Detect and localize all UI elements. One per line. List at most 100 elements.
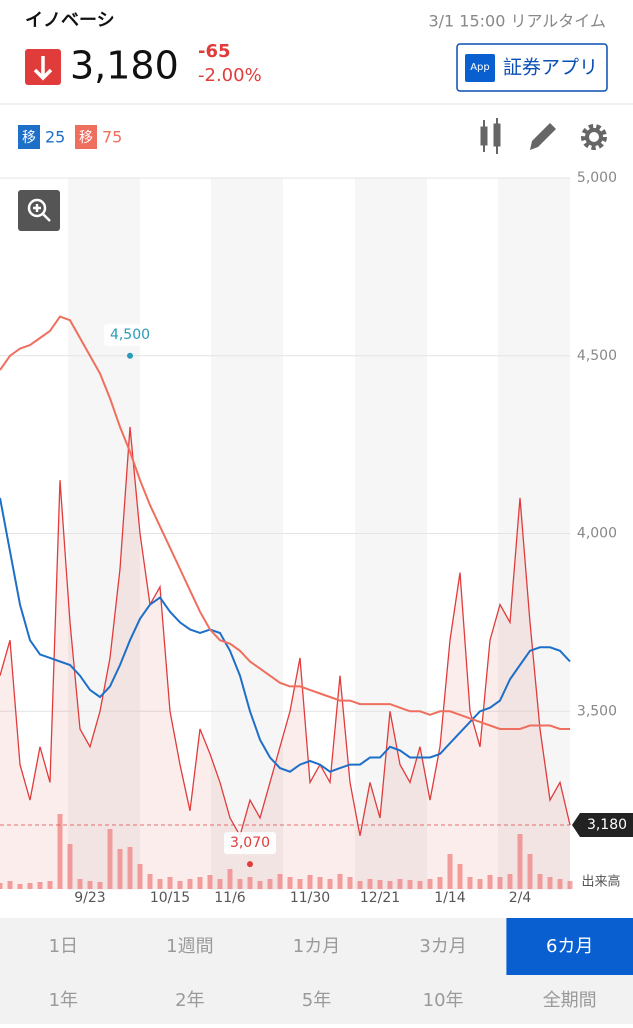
tab-label[interactable]: 1年 [49,990,78,1011]
tab-label[interactable]: 10年 [423,990,464,1011]
annotation-label: 3,070 [230,835,270,851]
volume-bar [27,883,33,889]
annotation-box [224,832,276,855]
tab[interactable] [253,975,381,1024]
gear-icon[interactable] [585,128,603,146]
volume-bar [337,874,343,889]
volume-bar [127,847,133,889]
volume-bar [407,880,413,889]
price-line [0,426,571,838]
legend-badge [18,125,40,149]
volume-bar [397,879,403,889]
tab-label[interactable]: 5年 [302,990,331,1011]
x-tick-label: 2/4 [509,890,532,906]
x-tick-label: 11/6 [214,890,246,906]
volume-bar [0,883,3,889]
volume-bar [77,879,83,889]
y-tick-label: 3,500 [577,703,617,719]
volume-bar [197,877,203,889]
volume-bar [7,881,13,889]
tab-label[interactable]: 1週間 [166,936,213,957]
volume-label: 出来高 [581,874,620,890]
annotation-dot [247,861,253,868]
volume-bar [47,881,53,889]
legend-label: 75 [102,128,122,147]
volume-bar [97,882,103,889]
volume-bar [307,875,313,889]
volume-bar [257,881,263,889]
tab[interactable] [379,918,507,975]
app-button-label[interactable]: 証券アプリ [503,57,598,79]
tab[interactable] [506,918,633,975]
volume-bar [497,877,503,889]
tab-label[interactable]: 全期間 [543,990,597,1011]
volume-bar [367,879,373,889]
volume-bar [327,879,333,889]
zoom-frame[interactable] [18,190,60,231]
zoom-icon [33,204,51,222]
volume-bar [377,880,383,889]
volume-bar [547,877,553,889]
volume-bar [227,869,233,889]
moving-average-line [0,497,571,773]
volume-bar [207,875,213,889]
tab[interactable] [253,918,381,975]
volume-bar [117,849,123,889]
y-tick-label: 4,000 [577,526,617,542]
y-tick-label: 4,500 [577,348,617,364]
annotation-label: 4,500 [110,327,150,343]
app-icon-label: App [470,62,490,73]
volume-bar [477,879,483,889]
tab-label[interactable]: 2年 [175,990,204,1011]
current-price-label: 3,180 [587,817,627,833]
volume-bar [427,879,433,889]
zoom-button[interactable] [18,190,60,231]
tab-label[interactable]: 6カ月 [546,936,593,957]
tab[interactable] [126,918,254,975]
volume-bar [17,884,23,889]
x-tick-label: 9/23 [74,890,105,906]
price: 3,180 [70,44,179,88]
pencil-icon[interactable] [530,123,556,150]
volume-bar [217,879,223,889]
volume-bar [527,854,533,889]
volume-bar [107,829,113,889]
tab[interactable] [506,975,633,1024]
tab-label[interactable]: 1日 [49,936,78,957]
tab[interactable] [0,975,128,1024]
down-arrow [33,56,53,81]
tab[interactable] [379,975,507,1024]
volume-bar [487,875,493,889]
volume-bar [37,882,43,889]
chart-tools[interactable] [480,118,607,154]
change-pct: -2.00% [198,65,262,86]
volume-bar [237,879,243,889]
current-price-tag [572,813,633,838]
legend-badge-text: 移 [22,130,36,146]
volume-bar [317,877,323,889]
volume-bar [557,879,563,889]
app-icon [465,54,495,82]
x-tick-label: 10/15 [150,890,190,906]
tab[interactable] [0,918,128,975]
annotation-dot [127,352,133,359]
volume-bar [67,844,73,889]
tab-label[interactable]: 3カ月 [419,936,466,957]
x-tick-label: 11/30 [290,890,330,906]
tab-label[interactable]: 1カ月 [293,936,340,957]
x-tick-label: 12/21 [360,890,400,906]
stock-name: イノベーシ [25,10,115,31]
volume-bar [357,881,363,889]
x-tick-label: 1/14 [434,890,466,906]
tab[interactable] [126,975,254,1024]
app-button[interactable]: App 証券アプリ [456,43,608,92]
volume-bar [267,879,273,889]
volume-bar [347,877,353,889]
volume-bar [87,881,93,889]
volume-bar [137,864,143,889]
gear-icon[interactable] [581,124,607,150]
price-area [0,426,570,889]
period-tabs[interactable]: 1日 1週間 1カ月 3カ月 6カ月 1年 2年 5年 10年 全期間 [0,918,633,1024]
legend-badge-text: 移 [79,130,93,146]
